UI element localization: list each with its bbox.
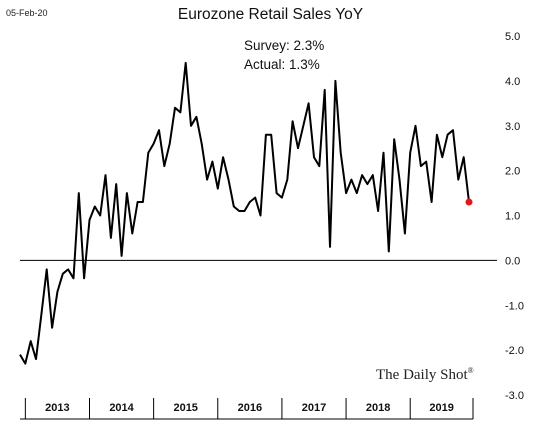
chart-title: Eurozone Retail Sales YoY [177, 6, 364, 23]
series-line [19, 61, 470, 365]
x-year-label: 2015 [173, 402, 197, 414]
watermark-logo: The Daily Shot® [376, 366, 474, 384]
x-year-label: 2017 [302, 402, 326, 414]
y-tick-label: 4.0 [505, 76, 520, 88]
y-tick-label: 5.0 [505, 31, 520, 43]
watermark-text: The Daily Shot [376, 367, 468, 383]
y-tick-label: -3.0 [505, 390, 524, 402]
y-tick-label: 2.0 [505, 166, 520, 178]
y-tick-label: -1.0 [505, 300, 524, 312]
y-tick-label: 3.0 [505, 121, 520, 133]
survey-annotation: Survey: 2.3% [244, 38, 325, 53]
date-stamp: 05-Feb-20 [6, 8, 48, 18]
x-year-label: 2018 [366, 402, 390, 414]
x-axis: 2013 2014 2015 2016 2017 2018 2019 [20, 398, 474, 420]
x-year-label: 2016 [238, 402, 262, 414]
x-year-label: 2013 [45, 402, 69, 414]
y-axis: 5.0 4.0 3.0 2.0 1.0 0.0 -1.0 -2.0 -3.0 [505, 31, 524, 402]
actual-annotation: Actual: 1.3% [244, 57, 320, 72]
registered-mark: ® [467, 366, 474, 375]
x-year-label: 2014 [109, 402, 134, 414]
y-tick-label: 1.0 [505, 211, 520, 223]
y-tick-label: -2.0 [505, 345, 524, 357]
last-point-marker [465, 198, 473, 206]
x-year-label: 2019 [429, 402, 453, 414]
y-tick-label: 0.0 [505, 255, 520, 267]
